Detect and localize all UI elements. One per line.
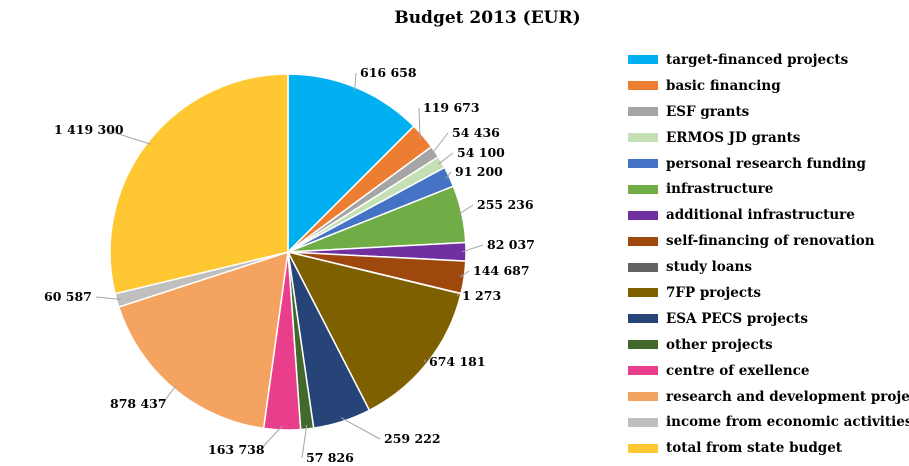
legend-label: ESA PECS projects: [666, 310, 808, 327]
legend-swatch: [628, 340, 658, 350]
legend-item: income from economic activities: [628, 409, 909, 435]
legend-label: total from state budget: [666, 440, 843, 457]
legend-swatch: [628, 443, 658, 453]
pie-slice-target-financed-projects: [287, 73, 415, 254]
legend-item: study loans: [628, 254, 909, 280]
data-label: 82 037: [487, 237, 535, 252]
legend-label: personal research funding: [666, 155, 866, 172]
data-label: 57 826: [306, 450, 354, 465]
legend-swatch: [628, 236, 658, 246]
legend-label: ESF grants: [666, 103, 750, 120]
legend-item: infrastructure: [628, 176, 909, 202]
leader-line: [95, 296, 121, 300]
legend-label: basic financing: [666, 77, 781, 94]
legend-swatch: [628, 184, 658, 194]
leader-line: [259, 425, 283, 451]
data-label: 54 436: [452, 125, 500, 140]
data-label: 878 437: [110, 396, 167, 411]
legend-item: total from state budget: [628, 435, 909, 461]
legend-label: ERMOS JD grants: [666, 129, 801, 146]
data-label: 1 419 300: [54, 122, 124, 137]
leader-line: [161, 385, 177, 405]
legend-label: self-financing of renovation: [666, 233, 875, 250]
legend-swatch: [628, 288, 658, 298]
legend-label: target-financed projects: [666, 51, 849, 68]
data-label: 119 673: [423, 100, 480, 115]
data-label: 60 587: [44, 289, 92, 304]
leader-line: [418, 107, 421, 139]
legend-item: centre of exellence: [628, 358, 909, 384]
legend-item: self-financing of renovation: [628, 228, 909, 254]
data-label: 674 181: [429, 354, 486, 369]
data-label: 91 200: [455, 164, 503, 179]
legend-swatch: [628, 210, 658, 220]
data-label: 1 273: [462, 288, 501, 303]
legend-item: other projects: [628, 332, 909, 358]
pie-slice-total-from-state-budget: [109, 73, 289, 295]
data-label: 54 100: [457, 145, 505, 160]
legend-label: study loans: [666, 259, 752, 276]
legend-item: research and development projects: [628, 384, 909, 410]
legend-label: other projects: [666, 336, 773, 353]
legend-swatch: [628, 314, 658, 324]
legend-swatch: [628, 107, 658, 117]
legend-swatch: [628, 392, 658, 402]
data-label: 259 222: [384, 431, 441, 446]
legend-item: ERMOS JD grants: [628, 125, 909, 151]
chart-title: Budget 2013 (EUR): [394, 8, 581, 28]
legend-swatch: [628, 262, 658, 272]
legend-item: target-financed projects: [628, 47, 909, 73]
leader-line: [461, 244, 484, 253]
legend-item: additional infrastructure: [628, 202, 909, 228]
leader-line: [437, 152, 454, 165]
legend-swatch: [628, 417, 658, 427]
legend-item: basic financing: [628, 73, 909, 99]
legend-item: ESA PECS projects: [628, 306, 909, 332]
legend: target-financed projects basic financing E…: [628, 47, 909, 461]
leader-line: [431, 132, 449, 155]
data-label: 255 236: [477, 197, 534, 212]
legend-label: research and development projects: [666, 388, 909, 405]
legend-item: 7FP projects: [628, 280, 909, 306]
legend-item: personal research funding: [628, 151, 909, 177]
leader-line: [456, 292, 459, 297]
data-label: 163 738: [208, 442, 265, 457]
legend-item: ESF grants: [628, 99, 909, 125]
leader-line: [301, 424, 308, 459]
leader-line: [445, 171, 452, 179]
legend-swatch: [628, 133, 658, 143]
legend-label: income from economic activities: [666, 414, 909, 431]
leader-line: [457, 204, 474, 216]
legend-swatch: [628, 81, 658, 91]
data-label: 616 658: [360, 65, 417, 80]
legend-label: 7FP projects: [666, 284, 761, 301]
legend-label: infrastructure: [666, 181, 774, 198]
legend-swatch: [628, 159, 658, 168]
legend-swatch: [628, 366, 658, 376]
legend-label: centre of exellence: [666, 362, 810, 379]
leader-line: [340, 417, 381, 440]
leader-line: [459, 270, 470, 278]
legend-label: additional infrastructure: [666, 207, 855, 224]
data-label: 144 687: [473, 263, 530, 278]
legend-swatch: [628, 55, 658, 65]
pie-slice-7fp-projects: [286, 250, 462, 412]
leader-line: [105, 129, 152, 145]
leader-line: [354, 72, 357, 92]
